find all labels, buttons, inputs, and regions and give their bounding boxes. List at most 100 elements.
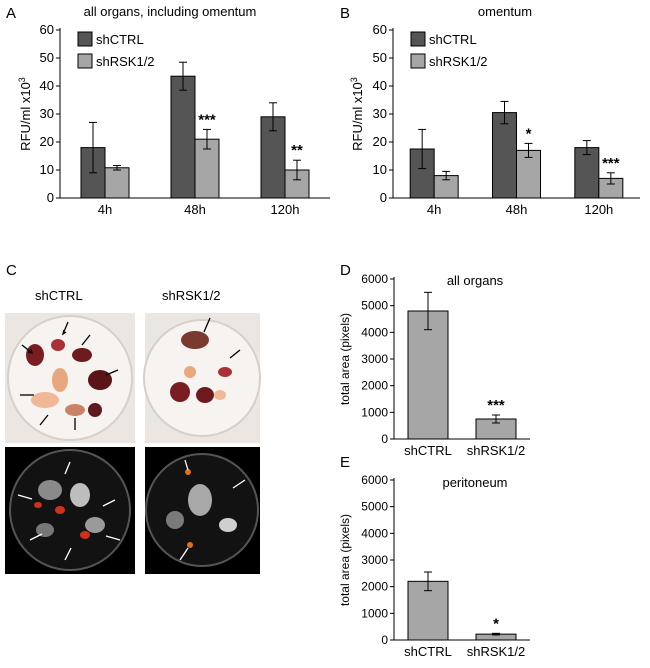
chart-a-legend-label: shRSK1/2 xyxy=(96,54,155,69)
organ-tissue xyxy=(65,404,85,416)
chart-b-y-tick-label: 30 xyxy=(373,106,387,121)
chart-e-x-tick-label: shRSK1/2 xyxy=(467,644,526,659)
chart-d-y-label: total area (pixels) xyxy=(338,313,352,405)
chart-d-y-tick-label: 2000 xyxy=(361,379,388,393)
chart-a-y-tick-label: 60 xyxy=(40,22,54,37)
chart-b-y-tick-label: 60 xyxy=(373,22,387,37)
photo-label-shctrl: shCTRL xyxy=(35,288,83,303)
chart-e: peritoneum 0 1000 2000 3000 4000 5000 6000 total… xyxy=(338,473,530,659)
organ-tissue xyxy=(88,403,102,417)
chart-b-legend-label: shCTRL xyxy=(429,32,477,47)
arrow-markers-fluorescence xyxy=(17,459,246,561)
chart-d-significance: *** xyxy=(487,397,505,414)
chart-b: omentum 0 10 20 30 40 50 60 RFU/ml x103 4h * 48h ***… xyxy=(349,4,640,217)
chart-d-y-tick-label: 4000 xyxy=(361,325,388,339)
chart-a-title: all organs, including omentum xyxy=(84,4,257,19)
panel-letter-e: E xyxy=(340,454,350,471)
chart-b-y-tick-label: 0 xyxy=(380,190,387,205)
organ-tissue xyxy=(72,348,92,362)
chart-a-y-tick-label: 10 xyxy=(40,162,54,177)
chart-d-x-tick-label: shRSK1/2 xyxy=(467,443,526,458)
organ-tissue xyxy=(31,392,59,408)
chart-b-significance: * xyxy=(526,125,532,142)
organ-tissue xyxy=(170,382,190,402)
organ-tissue xyxy=(70,483,90,507)
panel-letter-b: B xyxy=(340,5,350,22)
chart-a-significance: *** xyxy=(198,111,216,128)
petri-dish-dark-shctrl xyxy=(9,449,131,571)
chart-b-y-tick-label: 20 xyxy=(373,134,387,149)
arrow-markers-brightfield xyxy=(20,317,241,430)
chart-d-y-tick-label: 0 xyxy=(381,432,388,446)
organ-tissue xyxy=(196,387,214,403)
organ-tissue xyxy=(219,518,237,532)
fluorescence-signal xyxy=(80,531,90,539)
chart-d-title: all organs xyxy=(447,273,504,288)
organ-tissue xyxy=(36,523,54,537)
chart-e-significance: * xyxy=(493,615,499,632)
chart-b-x-tick-label: 120h xyxy=(584,202,613,217)
chart-a-bar xyxy=(104,167,130,199)
chart-a-y-label: RFU/ml x103 xyxy=(17,77,33,151)
petri-dish-shctrl xyxy=(7,315,133,441)
chart-b-y-tick-label: 40 xyxy=(373,78,387,93)
chart-e-y-label: total area (pixels) xyxy=(338,514,352,606)
chart-b-title: omentum xyxy=(478,4,532,19)
organ-tissue xyxy=(166,511,184,529)
fluorescence-signal xyxy=(185,469,191,475)
chart-b-legend-swatch xyxy=(410,53,426,69)
chart-d-y-tick-label: 3000 xyxy=(361,352,388,366)
organ-tissue xyxy=(26,344,44,366)
chart-e-y-tick-label: 1000 xyxy=(361,606,388,620)
organ-tissue xyxy=(88,370,112,390)
panel-letter-c: C xyxy=(6,262,17,279)
chart-e-y-tick-label: 6000 xyxy=(361,473,388,487)
chart-a-legend-swatch xyxy=(77,53,93,69)
organ-tissue xyxy=(214,390,226,400)
photo-label-shrsk: shRSK1/2 xyxy=(162,288,221,303)
chart-b-x-tick-label: 4h xyxy=(427,202,441,217)
chart-d: all organs 0 1000 2000 3000 4000 5000 6000 total… xyxy=(338,272,530,458)
chart-d-y-tick-label: 1000 xyxy=(361,405,388,419)
chart-b-x-tick-label: 48h xyxy=(506,202,528,217)
chart-a-significance: ** xyxy=(291,142,303,159)
organ-tissue xyxy=(184,366,196,378)
chart-a-y-tick-label: 30 xyxy=(40,106,54,121)
organ-photo-panel: shCTRL shRSK1/2 xyxy=(5,288,261,574)
chart-d-y-tick-label: 5000 xyxy=(361,299,388,313)
fluorescence-signal xyxy=(34,502,42,508)
chart-d-x-tick-label: shCTRL xyxy=(404,443,452,458)
chart-b-y-label: RFU/ml x103 xyxy=(349,77,365,151)
chart-e-y-tick-label: 3000 xyxy=(361,553,388,567)
petri-dish-shrsk xyxy=(143,319,261,437)
chart-e-title: peritoneum xyxy=(442,475,507,490)
organ-tissue xyxy=(38,480,62,500)
fluorescence-signal xyxy=(187,542,193,548)
chart-a: all organs, including omentum 0 10 20 30 40 50… xyxy=(17,4,330,217)
chart-b-legend-label: shRSK1/2 xyxy=(429,54,488,69)
panel-letter-a: A xyxy=(6,5,16,22)
chart-e-y-tick-label: 0 xyxy=(381,633,388,647)
chart-b-bar xyxy=(516,149,541,199)
chart-e-x-tick-label: shCTRL xyxy=(404,644,452,659)
chart-b-y-tick-label: 10 xyxy=(373,162,387,177)
chart-b-legend-swatch xyxy=(410,31,426,47)
organ-tissue xyxy=(85,517,105,533)
organ-tissue xyxy=(52,368,68,392)
chart-a-y-tick-label: 40 xyxy=(40,78,54,93)
chart-a-y-tick-label: 0 xyxy=(47,190,54,205)
chart-b-significance: *** xyxy=(602,155,620,172)
organ-tissue xyxy=(218,367,232,377)
chart-b-y-tick-label: 50 xyxy=(373,50,387,65)
chart-e-y-tick-label: 4000 xyxy=(361,526,388,540)
chart-e-y-tick-label: 2000 xyxy=(361,580,388,594)
chart-a-x-tick-label: 120h xyxy=(271,202,300,217)
chart-a-legend-swatch xyxy=(77,31,93,47)
organ-tissue xyxy=(188,484,212,516)
chart-a-y-tick-label: 50 xyxy=(40,50,54,65)
chart-a-legend-label: shCTRL xyxy=(96,32,144,47)
organ-tissue xyxy=(51,339,65,351)
chart-a-x-tick-label: 4h xyxy=(98,202,112,217)
chart-b-bar xyxy=(574,147,600,199)
